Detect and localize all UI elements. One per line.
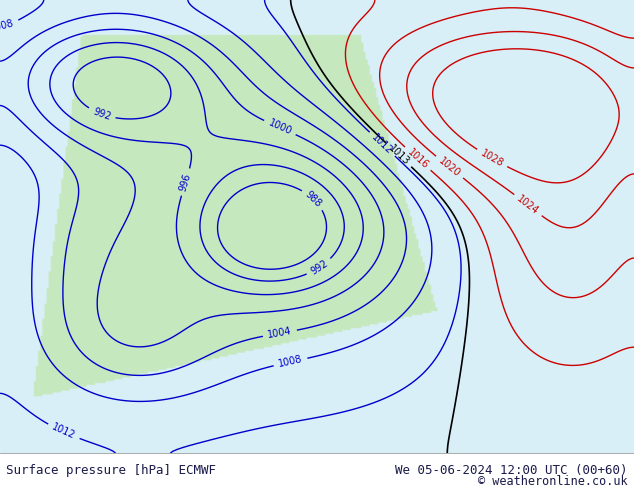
Text: 988: 988 xyxy=(303,189,323,209)
Text: 1024: 1024 xyxy=(515,194,541,217)
Text: 1012: 1012 xyxy=(370,132,394,156)
Text: 1004: 1004 xyxy=(267,326,293,340)
Text: 996: 996 xyxy=(178,172,193,192)
Text: 1013: 1013 xyxy=(386,143,411,167)
Text: © weatheronline.co.uk: © weatheronline.co.uk xyxy=(478,475,628,488)
Text: 1016: 1016 xyxy=(405,147,430,171)
Text: We 05-06-2024 12:00 UTC (00+60): We 05-06-2024 12:00 UTC (00+60) xyxy=(395,464,628,477)
Text: 1012: 1012 xyxy=(50,422,77,441)
Text: 1008: 1008 xyxy=(0,18,15,34)
Text: 992: 992 xyxy=(91,106,112,122)
Text: 992: 992 xyxy=(309,258,330,277)
Text: 1000: 1000 xyxy=(267,118,293,137)
Text: 1028: 1028 xyxy=(479,148,505,169)
Text: Surface pressure [hPa] ECMWF: Surface pressure [hPa] ECMWF xyxy=(6,464,216,477)
Text: 1008: 1008 xyxy=(278,354,304,369)
Text: 1020: 1020 xyxy=(437,155,462,179)
